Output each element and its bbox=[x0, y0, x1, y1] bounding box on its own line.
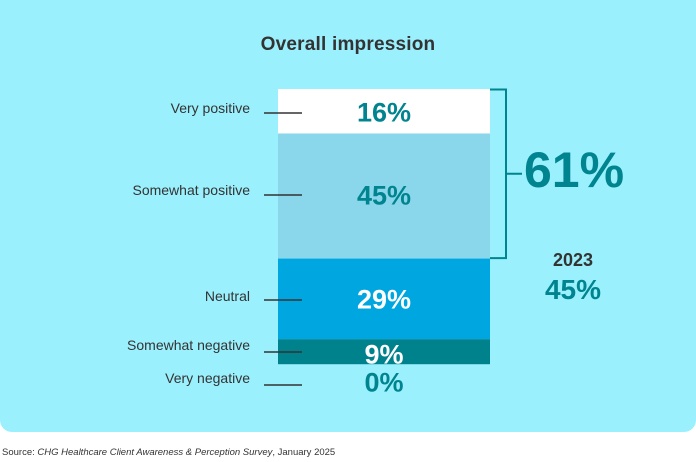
source-note: Source: CHG Healthcare Client Awareness … bbox=[2, 447, 336, 458]
category-label: Very positive bbox=[170, 100, 250, 116]
value-label: 16% bbox=[356, 97, 412, 128]
category-label: Neutral bbox=[204, 288, 250, 304]
category-label: Very negative bbox=[165, 370, 250, 386]
bar-segment-somewhat-negative bbox=[278, 339, 490, 365]
bracket-total-label: 61% bbox=[524, 142, 625, 198]
value-label: 29% bbox=[356, 284, 412, 315]
comparison-value: 45% bbox=[544, 274, 602, 305]
category-label: Somewhat negative bbox=[127, 337, 250, 353]
bar-segment-somewhat-positive bbox=[278, 133, 490, 259]
value-label: 0% bbox=[364, 367, 404, 398]
comparison-year: 2023 bbox=[552, 250, 594, 270]
bracket bbox=[490, 88, 522, 260]
bar-segment-very-positive bbox=[278, 89, 490, 134]
value-label: 9% bbox=[364, 339, 404, 370]
stacked-bar-chart bbox=[264, 88, 522, 386]
value-label: 45% bbox=[356, 180, 412, 211]
category-label: Somewhat positive bbox=[132, 182, 250, 198]
bar-segment-neutral bbox=[278, 258, 490, 340]
chart-title: Overall impression bbox=[260, 34, 436, 55]
